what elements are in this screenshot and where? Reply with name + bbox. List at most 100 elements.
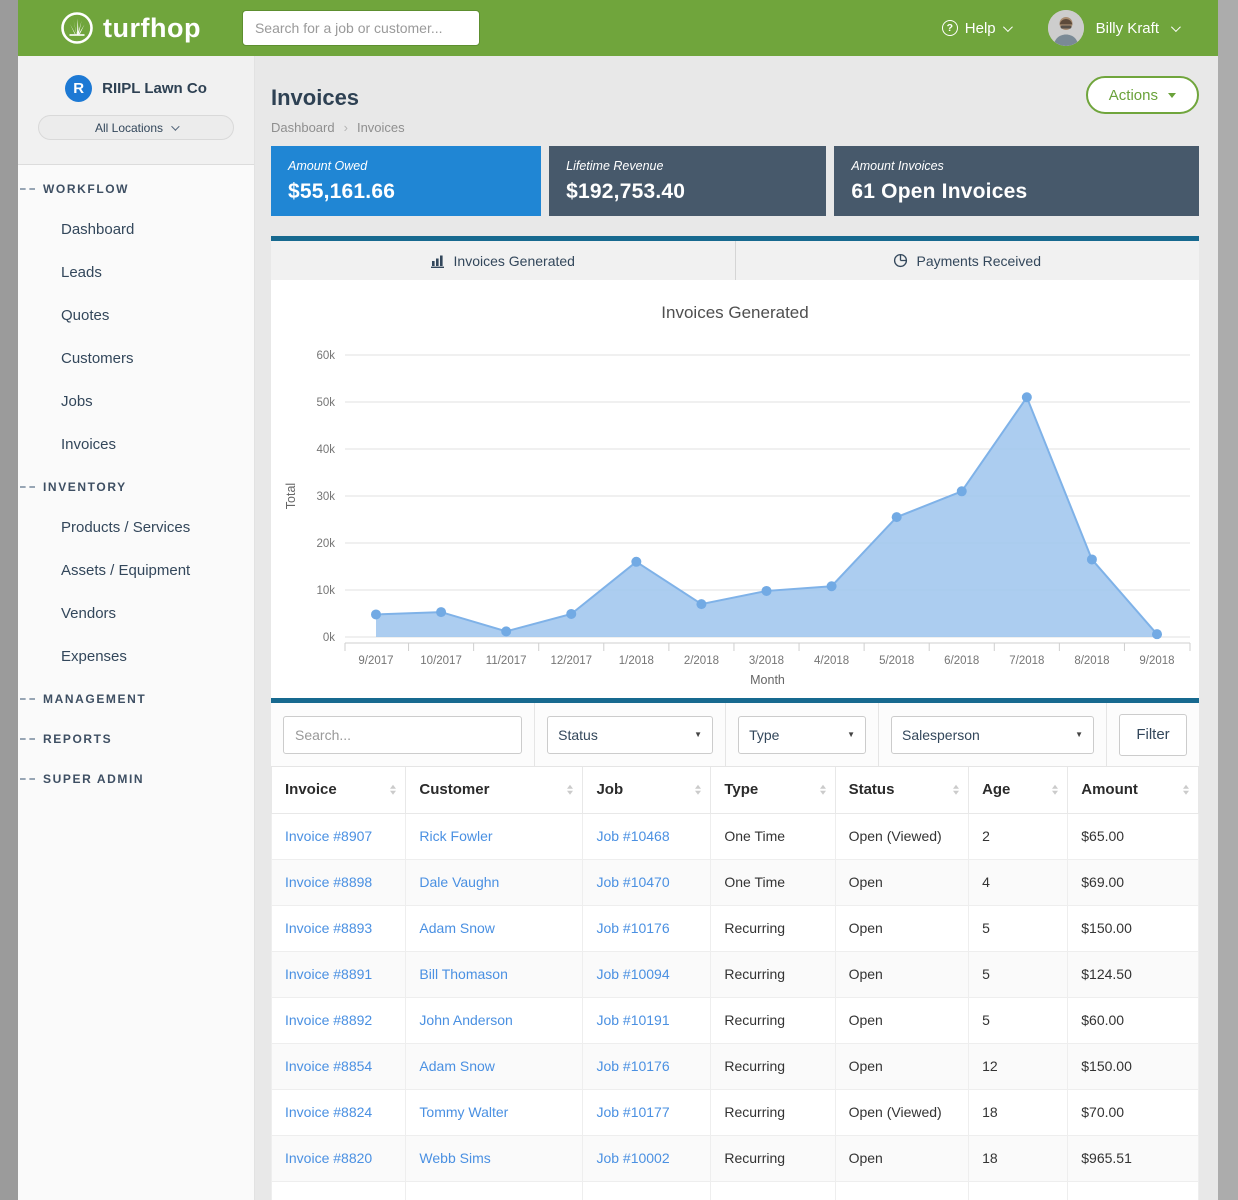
job-link[interactable]: Job #10176	[596, 920, 670, 936]
sidebar-item-dashboard[interactable]: Dashboard	[61, 221, 135, 238]
job-link[interactable]: Job #10002	[596, 1150, 670, 1166]
table-search-input[interactable]	[283, 715, 523, 754]
chart-title: Invoices Generated	[661, 303, 809, 322]
sidebar: R RIIPL Lawn Co All Locations WORKFLOW Da…	[18, 56, 255, 1200]
status-select-arrow-icon: ▼	[694, 730, 703, 739]
column-header-type[interactable]: Type	[710, 767, 836, 814]
job-link[interactable]: Job #10468	[596, 828, 670, 844]
right-scrollbar-strip[interactable]	[1218, 0, 1238, 1200]
cell-invoice: Invoice #8907	[270, 812, 407, 860]
status-select[interactable]: Status ▼	[547, 715, 714, 754]
invoice-link[interactable]: Invoice #8854	[285, 1058, 373, 1074]
company-selector[interactable]: R RIIPL Lawn Co	[18, 56, 254, 102]
job-link[interactable]: Job #10177	[596, 1104, 670, 1120]
tab-label: Payments Received	[916, 252, 1041, 269]
sidebar-section-inventory[interactable]: INVENTORY	[18, 466, 254, 506]
user-name[interactable]: Billy Kraft	[1095, 19, 1159, 37]
job-link[interactable]: Job #10191	[596, 1012, 670, 1028]
cell-type: Recurring	[710, 1134, 836, 1182]
cell-empty	[270, 1180, 407, 1200]
column-header-label: Job	[596, 781, 624, 799]
sidebar-item-invoices[interactable]: Invoices	[61, 436, 117, 453]
sidebar-item-leads[interactable]: Leads	[61, 264, 102, 281]
location-selector[interactable]: All Locations	[38, 115, 234, 140]
svg-text:Total: Total	[284, 483, 298, 509]
sort-icon[interactable]	[567, 784, 574, 795]
sidebar-section-reports[interactable]: REPORTS	[18, 718, 254, 758]
salesperson-select[interactable]: Salesperson ▼	[891, 715, 1094, 754]
cell-age: 5	[968, 996, 1069, 1044]
column-header-amount[interactable]: Amount	[1067, 767, 1199, 814]
customer-link[interactable]: Rick Fowler	[419, 828, 493, 844]
invoice-link[interactable]: Invoice #8907	[285, 828, 373, 844]
cell-amount: $150.00	[1067, 1042, 1199, 1090]
status-select-value: Status	[558, 726, 598, 743]
filter-button-cell: Filter	[1107, 703, 1199, 766]
job-link[interactable]: Job #10176	[596, 1058, 670, 1074]
bar-chart-icon	[430, 253, 446, 268]
sidebar-item-jobs[interactable]: Jobs	[61, 393, 93, 410]
svg-text:60k: 60k	[316, 350, 335, 362]
invoice-link[interactable]: Invoice #8824	[285, 1104, 373, 1120]
column-header-job[interactable]: Job	[582, 767, 712, 814]
sidebar-item-expenses[interactable]: Expenses	[61, 648, 127, 665]
cell-type: Recurring	[710, 996, 836, 1044]
cell-amount: $69.00	[1067, 858, 1199, 906]
invoice-link[interactable]: Invoice #8898	[285, 874, 373, 890]
column-header-age[interactable]: Age	[968, 767, 1069, 814]
sidebar-section-workflow[interactable]: WORKFLOW	[18, 168, 254, 208]
type-select[interactable]: Type ▼	[738, 715, 866, 754]
section-dash-icon	[20, 698, 35, 700]
cell-age: 18	[968, 1088, 1069, 1136]
column-header-customer[interactable]: Customer	[405, 767, 584, 814]
tab-invoices-generated[interactable]: Invoices Generated	[271, 241, 736, 280]
svg-text:9/2018: 9/2018	[1139, 655, 1174, 667]
app-logo[interactable]: turfhop	[60, 11, 201, 45]
job-link[interactable]: Job #10094	[596, 966, 670, 982]
column-header-invoice[interactable]: Invoice	[270, 767, 407, 814]
filter-button[interactable]: Filter	[1119, 713, 1187, 756]
sort-icon[interactable]	[953, 784, 960, 795]
cell-status: Open	[834, 996, 970, 1044]
sidebar-item-products-services[interactable]: Products / Services	[61, 519, 191, 536]
global-search-input[interactable]	[241, 10, 480, 46]
cell-job: Job #10177	[582, 1088, 712, 1136]
actions-button[interactable]: Actions	[1085, 76, 1199, 114]
sort-icon[interactable]	[819, 784, 826, 795]
invoice-link[interactable]: Invoice #8891	[285, 966, 373, 982]
help-menu[interactable]: ? Help	[941, 20, 1013, 37]
customer-link[interactable]: Bill Thomason	[419, 966, 508, 982]
sort-icon[interactable]	[1183, 784, 1189, 795]
sidebar-section-super-admin[interactable]: SUPER ADMIN	[18, 758, 254, 798]
cell-age: 4	[968, 858, 1069, 906]
cell-job: Job #10176	[582, 1042, 712, 1090]
sidebar-item-assets-equipment[interactable]: Assets / Equipment	[61, 562, 191, 579]
sort-icon[interactable]	[695, 784, 702, 795]
sort-icon[interactable]	[390, 784, 397, 795]
user-avatar[interactable]	[1047, 10, 1084, 46]
invoice-link[interactable]: Invoice #8820	[285, 1150, 373, 1166]
breadcrumb-dashboard[interactable]: Dashboard	[271, 120, 335, 135]
sidebar-item-customers[interactable]: Customers	[61, 350, 134, 367]
sidebar-section-management[interactable]: MANAGEMENT	[18, 678, 254, 718]
invoice-link[interactable]: Invoice #8893	[285, 920, 373, 936]
user-chevron-down-icon[interactable]	[1170, 21, 1181, 32]
customer-link[interactable]: John Anderson	[419, 1012, 513, 1028]
cell-type: Recurring	[710, 1088, 836, 1136]
sidebar-item-quotes[interactable]: Quotes	[61, 307, 110, 324]
column-header-status[interactable]: Status	[834, 767, 970, 814]
invoice-link[interactable]: Invoice #8892	[285, 1012, 373, 1028]
customer-link[interactable]: Dale Vaughn	[419, 874, 500, 890]
stat-card-lifetime-revenue: Lifetime Revenue $192,753.40	[549, 146, 827, 216]
customer-link[interactable]: Tommy Walter	[419, 1104, 509, 1120]
tab-payments-received[interactable]: Payments Received	[736, 241, 1200, 280]
job-link[interactable]: Job #10470	[596, 874, 670, 890]
sidebar-item-vendors[interactable]: Vendors	[61, 605, 117, 622]
cell-status: Open	[834, 1134, 970, 1182]
cell-invoice: Invoice #8820	[270, 1134, 407, 1182]
sidebar-section-label: SUPER ADMIN	[43, 772, 145, 786]
customer-link[interactable]: Adam Snow	[419, 920, 495, 936]
sort-icon[interactable]	[1052, 784, 1059, 795]
customer-link[interactable]: Adam Snow	[419, 1058, 495, 1074]
customer-link[interactable]: Webb Sims	[419, 1150, 491, 1166]
